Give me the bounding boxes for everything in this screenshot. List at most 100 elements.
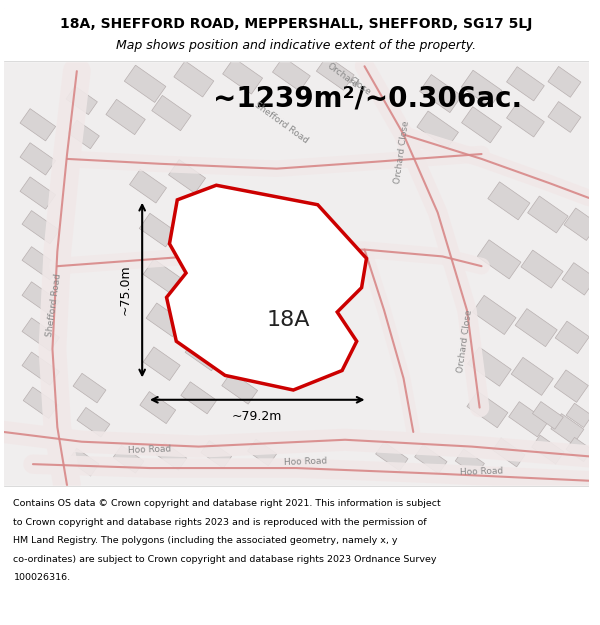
Bar: [156, 442, 187, 470]
Bar: [511, 357, 553, 396]
Polygon shape: [167, 185, 367, 390]
Bar: [493, 438, 525, 467]
Text: Hoo Road: Hoo Road: [128, 444, 172, 455]
Bar: [548, 66, 581, 98]
Bar: [417, 111, 458, 148]
Text: ~1239m²/~0.306ac.: ~1239m²/~0.306ac.: [214, 84, 523, 112]
Bar: [231, 284, 268, 317]
Bar: [532, 435, 564, 464]
Bar: [4, 61, 589, 486]
Bar: [551, 414, 584, 444]
Bar: [185, 337, 222, 371]
Bar: [555, 321, 589, 354]
Bar: [140, 392, 176, 424]
Bar: [415, 445, 447, 474]
Text: Shefford Road: Shefford Road: [253, 101, 310, 145]
Bar: [23, 387, 58, 419]
Bar: [106, 99, 145, 134]
Bar: [22, 282, 59, 315]
Bar: [4, 8, 589, 61]
Text: ~75.0m: ~75.0m: [119, 265, 132, 316]
Bar: [22, 247, 59, 280]
Bar: [506, 102, 544, 137]
Text: ~79.2m: ~79.2m: [232, 410, 283, 423]
Bar: [20, 109, 56, 141]
Bar: [20, 142, 56, 175]
Text: Contains OS data © Crown copyright and database right 2021. This information is : Contains OS data © Crown copyright and d…: [13, 499, 441, 508]
Bar: [124, 65, 166, 102]
Bar: [20, 177, 56, 209]
Text: to Crown copyright and database rights 2023 and is reproduced with the permissio: to Crown copyright and database rights 2…: [13, 518, 427, 527]
Bar: [182, 204, 219, 237]
Text: Shefford Road: Shefford Road: [46, 273, 64, 338]
Bar: [566, 403, 592, 428]
Bar: [77, 408, 110, 437]
Bar: [113, 446, 144, 473]
Bar: [68, 120, 100, 149]
Bar: [22, 318, 59, 351]
Bar: [316, 56, 354, 90]
Bar: [201, 441, 232, 468]
Bar: [186, 249, 223, 283]
Bar: [521, 250, 563, 288]
Text: Hoo Road: Hoo Road: [460, 467, 503, 478]
Bar: [66, 86, 97, 114]
Bar: [146, 303, 183, 337]
Text: Close: Close: [347, 75, 372, 97]
Bar: [467, 391, 508, 428]
Bar: [223, 58, 263, 94]
Text: Orchard Close: Orchard Close: [392, 120, 410, 184]
Bar: [509, 402, 548, 437]
Text: Orchard Close: Orchard Close: [456, 309, 474, 373]
Text: co-ordinates) are subject to Crown copyright and database rights 2023 Ordnance S: co-ordinates) are subject to Crown copyr…: [13, 555, 437, 564]
Bar: [222, 372, 257, 404]
Bar: [227, 328, 264, 361]
Bar: [4, 8, 589, 61]
Bar: [532, 402, 563, 429]
Bar: [4, 486, 589, 618]
Bar: [515, 309, 557, 347]
Bar: [22, 211, 59, 244]
Bar: [226, 194, 263, 228]
Bar: [143, 347, 180, 381]
Bar: [130, 169, 167, 203]
Bar: [477, 240, 521, 279]
Bar: [270, 230, 307, 264]
Bar: [272, 57, 310, 91]
Bar: [139, 213, 176, 247]
Bar: [527, 196, 568, 233]
Bar: [181, 382, 217, 414]
Bar: [461, 107, 502, 143]
Text: 18A, SHEFFORD ROAD, MEPPERSHALL, SHEFFORD, SG17 5LJ: 18A, SHEFFORD ROAD, MEPPERSHALL, SHEFFOR…: [60, 18, 532, 31]
Bar: [566, 438, 592, 462]
Bar: [143, 259, 180, 292]
Bar: [73, 373, 106, 403]
Bar: [174, 61, 214, 97]
Text: 100026316.: 100026316.: [13, 573, 71, 582]
Text: HM Land Registry. The polygons (including the associated geometry, namely x, y: HM Land Registry. The polygons (includin…: [13, 536, 398, 546]
Bar: [376, 442, 408, 471]
Bar: [68, 448, 99, 476]
Bar: [22, 352, 59, 385]
Bar: [455, 449, 484, 476]
Bar: [229, 239, 266, 273]
Bar: [548, 101, 581, 132]
Text: Orchard: Orchard: [326, 62, 361, 90]
Text: Map shows position and indicative extent of the property.: Map shows position and indicative extent…: [116, 39, 476, 52]
Bar: [4, 486, 589, 618]
Bar: [564, 208, 598, 241]
Bar: [562, 262, 596, 295]
Bar: [419, 74, 461, 112]
Bar: [488, 182, 530, 220]
Bar: [248, 439, 277, 466]
Bar: [472, 296, 516, 334]
Bar: [169, 159, 206, 193]
Bar: [554, 370, 589, 402]
Text: 18A: 18A: [267, 310, 310, 330]
Bar: [188, 293, 225, 327]
Bar: [467, 347, 511, 386]
Bar: [461, 70, 502, 107]
Bar: [152, 96, 191, 131]
Text: Hoo Road: Hoo Road: [284, 457, 328, 468]
Bar: [506, 67, 544, 101]
